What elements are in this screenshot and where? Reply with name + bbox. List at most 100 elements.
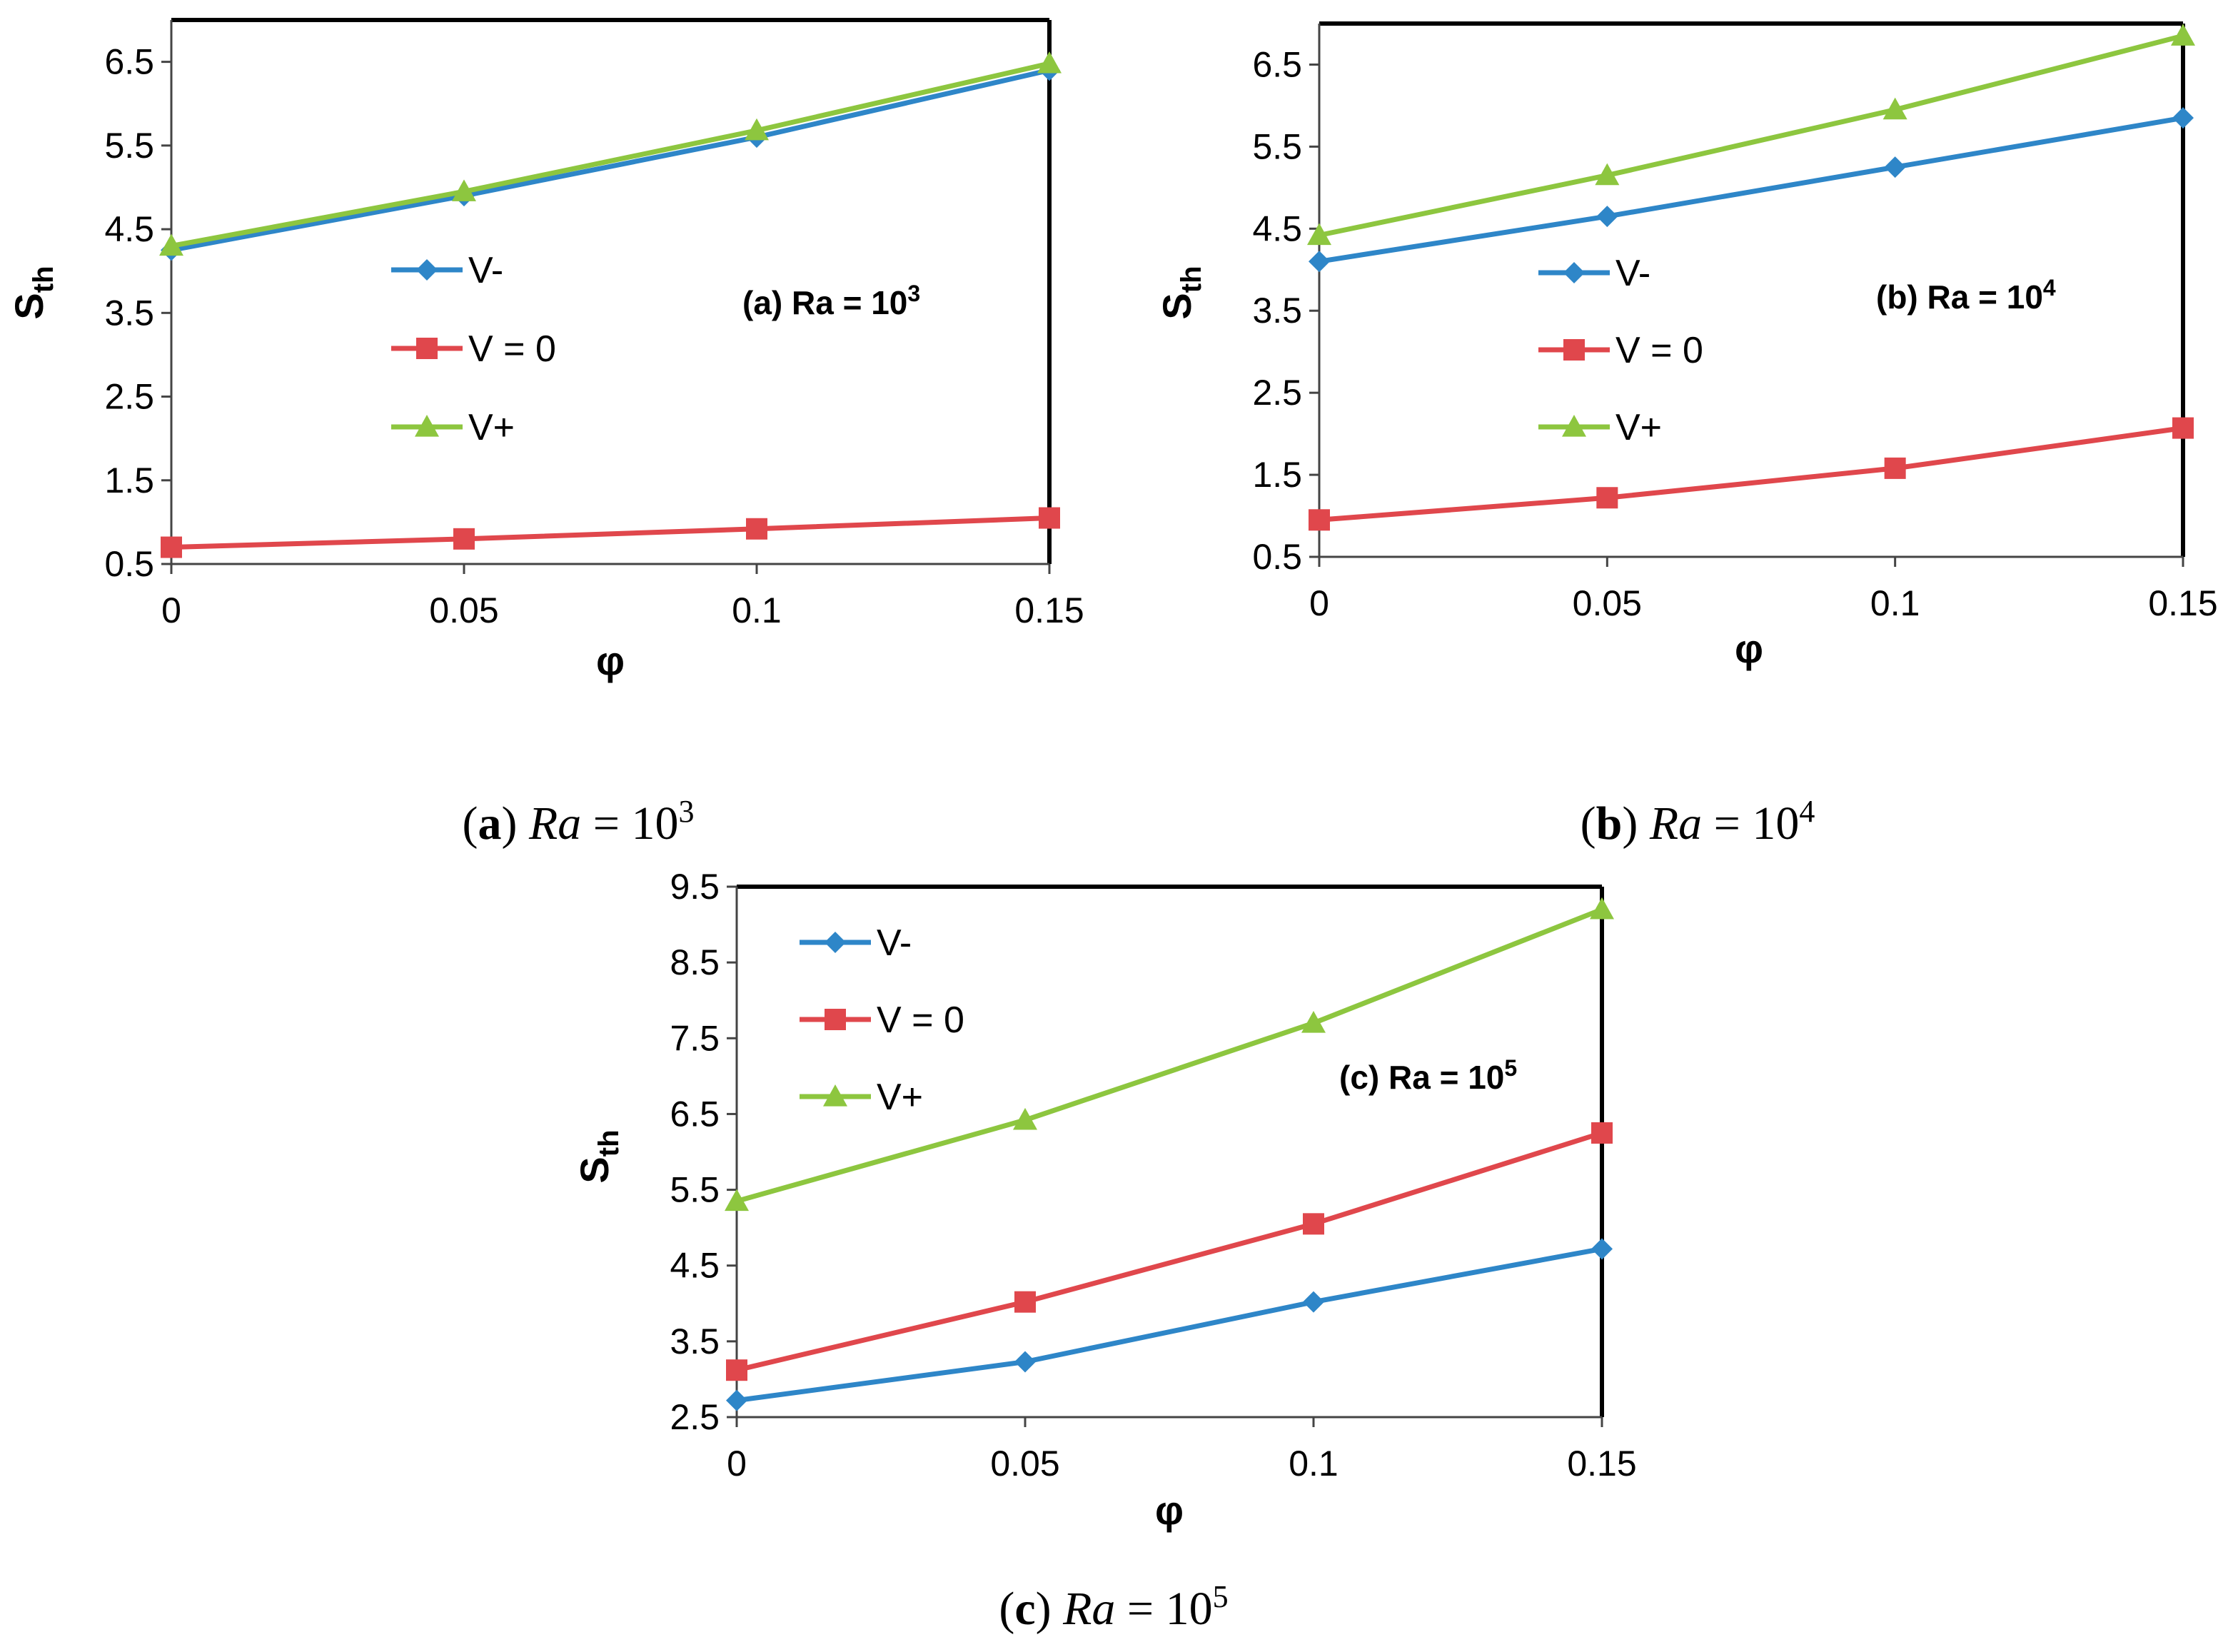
inner-panel-label: (b) Ra = 104 bbox=[1876, 275, 2056, 316]
series-line-v-zero bbox=[736, 1130, 1603, 1373]
chart-panel-c: 2.5 3.5 4.5 5.5 6.5 7.5 8.5 9.5 0 0.05 0.1 0.15 φ Sth… bbox=[572, 867, 1637, 1635]
data-point-v-zero bbox=[1014, 1291, 1036, 1313]
chart-panel-b: 0.5 1.5 2.5 3.5 4.5 5.5 6.5 0 0.05 0.1 0.15 φ Sth V- V… bbox=[1154, 21, 2218, 850]
y-axis-label: Sth bbox=[1154, 266, 1207, 319]
x-tick-label: 0 bbox=[727, 1444, 747, 1484]
series-line-v-plus bbox=[736, 907, 1603, 1204]
legend-marker-v-zero bbox=[825, 1009, 846, 1030]
y-tick-label: 6.5 bbox=[104, 42, 154, 82]
inner-label-exponent: 5 bbox=[1504, 1055, 1517, 1081]
x-tick-label: 0.1 bbox=[1870, 583, 1920, 623]
caption-close-paren: ) bbox=[1036, 1583, 1063, 1635]
y-axis-label-sub: th bbox=[1176, 266, 1207, 293]
y-tick-label: 9.5 bbox=[670, 867, 720, 907]
y-tick-label: 7.5 bbox=[670, 1018, 720, 1058]
legend-marker-v-plus bbox=[823, 1084, 847, 1107]
data-point-v-minus bbox=[1309, 251, 1330, 273]
legend-label-v-plus: V+ bbox=[1615, 407, 1662, 448]
inner-label-exponent: 4 bbox=[2043, 275, 2056, 301]
legend-marker-v-zero bbox=[416, 338, 438, 359]
data-point-v-plus bbox=[1013, 1107, 1037, 1130]
caption-base: 10 bbox=[1752, 797, 1799, 850]
inner-label-text: (b) Ra = 10 bbox=[1876, 278, 2043, 316]
legend-marker-v-minus bbox=[825, 932, 846, 953]
inner-panel-label: (c) Ra = 105 bbox=[1339, 1055, 1517, 1096]
x-tick-label: 0.05 bbox=[1573, 583, 1642, 623]
data-point-v-zero bbox=[726, 1359, 747, 1381]
series-line-v-minus bbox=[171, 67, 1050, 253]
panel-caption: (a) Ra = 103 bbox=[462, 794, 694, 850]
legend-label-v-zero: V = 0 bbox=[1615, 330, 1703, 371]
caption-base: 10 bbox=[1166, 1583, 1213, 1635]
x-tick-label: 0.15 bbox=[1567, 1444, 1636, 1484]
data-point-v-zero bbox=[453, 528, 475, 550]
y-tick-label: 2.5 bbox=[104, 377, 154, 417]
legend-label-v-plus: V+ bbox=[877, 1077, 923, 1118]
x-tick-label: 0.1 bbox=[732, 590, 782, 630]
panel-caption: (c) Ra = 105 bbox=[999, 1579, 1228, 1635]
series-line-v-plus bbox=[1319, 33, 2184, 238]
inner-label-text: (c) Ra = 10 bbox=[1339, 1059, 1504, 1096]
data-point-v-plus bbox=[1882, 97, 1907, 120]
caption-letter: c bbox=[1014, 1583, 1035, 1635]
legend-label-v-zero: V = 0 bbox=[877, 999, 964, 1041]
data-point-v-zero bbox=[161, 536, 182, 558]
data-point-v-zero bbox=[1591, 1122, 1613, 1144]
y-axis-label: Sth bbox=[6, 266, 59, 319]
y-tick-label: 3.5 bbox=[104, 293, 154, 333]
y-tick-label: 5.5 bbox=[670, 1170, 720, 1210]
y-tick-label: 8.5 bbox=[670, 942, 720, 982]
y-tick-label: 1.5 bbox=[104, 460, 154, 500]
data-point-v-minus bbox=[2172, 107, 2194, 129]
series-line-v-plus bbox=[171, 61, 1050, 248]
x-tick-label: 0.05 bbox=[429, 590, 498, 630]
data-point-v-zero bbox=[2172, 417, 2194, 439]
caption-exponent: 5 bbox=[1213, 1579, 1229, 1614]
caption-close-paren: ) bbox=[1622, 797, 1649, 850]
data-point-v-zero bbox=[1596, 487, 1618, 509]
caption-base: 10 bbox=[632, 797, 679, 850]
legend-marker-v-minus bbox=[416, 259, 438, 281]
data-point-v-minus bbox=[1014, 1351, 1036, 1373]
inner-label-exponent: 3 bbox=[907, 281, 920, 306]
caption-variable: Ra bbox=[1062, 1583, 1115, 1635]
y-tick-label: 6.5 bbox=[1252, 44, 1302, 84]
y-tick-label: 3.5 bbox=[670, 1321, 720, 1361]
panel-caption: (b) Ra = 104 bbox=[1581, 794, 1815, 850]
series-line-v-minus bbox=[736, 1246, 1603, 1404]
data-point-v-zero bbox=[1309, 509, 1330, 531]
y-tick-label: 5.5 bbox=[1252, 126, 1302, 166]
data-point-v-minus bbox=[1884, 156, 1906, 178]
data-point-v-plus bbox=[1307, 223, 1331, 246]
y-axis-label: Sth bbox=[572, 1129, 625, 1183]
data-point-v-plus bbox=[159, 233, 183, 256]
y-axis-label-main: S bbox=[1154, 293, 1199, 319]
chart-panel-a: 0.5 1.5 2.5 3.5 4.5 5.5 6.5 0 0.05 0.1 0.15 φ Sth V- V… bbox=[6, 18, 1084, 850]
y-tick-label: 0.5 bbox=[1252, 537, 1302, 577]
x-tick-label: 0.1 bbox=[1289, 1444, 1339, 1484]
caption-equals: = bbox=[581, 797, 631, 850]
data-point-v-minus bbox=[1591, 1238, 1613, 1260]
x-axis-label: φ bbox=[1735, 626, 1763, 671]
data-point-v-plus bbox=[1301, 1011, 1326, 1033]
x-tick-label: 0 bbox=[161, 590, 181, 630]
data-point-v-plus bbox=[725, 1189, 749, 1212]
y-axis-label-sub: th bbox=[28, 266, 59, 293]
data-point-v-plus bbox=[2171, 24, 2195, 46]
series-line-v-zero bbox=[1319, 425, 2184, 523]
y-tick-label: 2.5 bbox=[1252, 373, 1302, 413]
y-tick-label: 5.5 bbox=[104, 126, 154, 166]
y-tick-label: 4.5 bbox=[670, 1246, 720, 1286]
legend-label-v-zero: V = 0 bbox=[468, 328, 556, 370]
legend-marker-v-zero bbox=[1563, 339, 1585, 361]
data-point-v-minus bbox=[726, 1389, 747, 1411]
x-tick-label: 0.05 bbox=[990, 1444, 1059, 1484]
data-point-v-minus bbox=[1303, 1291, 1324, 1313]
caption-equals: = bbox=[1115, 1583, 1165, 1635]
x-tick-label: 0 bbox=[1309, 583, 1329, 623]
caption-close-paren: ) bbox=[501, 797, 528, 850]
x-axis-label: φ bbox=[1155, 1488, 1184, 1533]
caption-open-paren: ( bbox=[462, 797, 478, 850]
legend-label-v-minus: V- bbox=[468, 250, 503, 291]
